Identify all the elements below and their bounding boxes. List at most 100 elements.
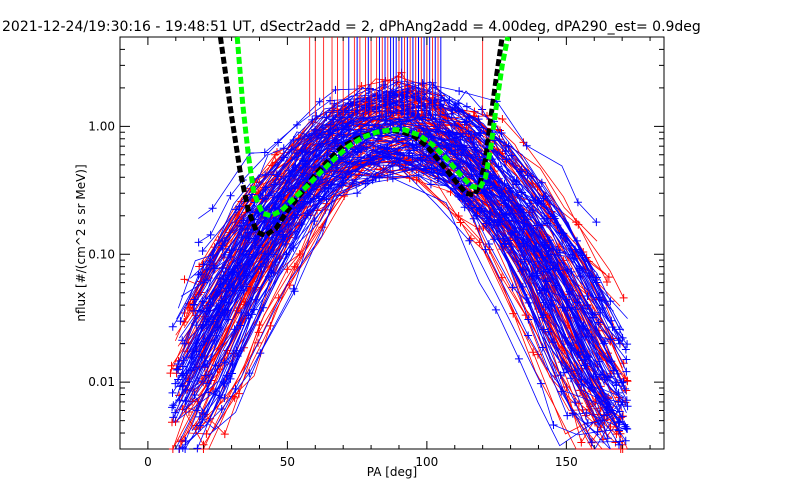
spectrum-trace (190, 80, 597, 279)
spectrum-point (622, 396, 631, 405)
spectrum-point (563, 265, 572, 274)
spectrum-point (481, 245, 490, 254)
spectrum-point (567, 267, 576, 276)
spectrum-point (445, 129, 454, 138)
spectrum-point (533, 257, 542, 266)
spectrum-point (176, 317, 185, 326)
spectrum-point (498, 115, 507, 124)
spectrum-point (447, 146, 456, 155)
spectrum-point (235, 221, 244, 230)
spectrum-point (582, 408, 591, 417)
spectrum-point (462, 117, 471, 126)
spectrum-point (188, 306, 197, 315)
spectrum-point (196, 269, 205, 278)
spectrum-point (451, 142, 460, 151)
spectrum-point (418, 156, 427, 165)
spectrum-trace (178, 132, 627, 390)
spectrum-point (218, 241, 227, 250)
spectrum-point (559, 368, 568, 377)
spectrum-point (532, 221, 541, 230)
spectrum-point (366, 152, 375, 161)
spectrum-point (512, 180, 521, 189)
spectrum-point (215, 274, 224, 283)
spectrum-point (300, 197, 309, 206)
y-tick-label: 1.00 (88, 119, 115, 133)
spectrum-point (539, 310, 548, 319)
spectrum-point (192, 406, 201, 415)
spectrum-point (217, 405, 226, 414)
spectrum-point (219, 279, 228, 288)
spectrum-trace (185, 100, 620, 446)
spectrum-point (337, 181, 346, 190)
spectrum-point (595, 357, 604, 366)
spectrum-point (478, 105, 487, 114)
spectrum-point (571, 398, 580, 407)
spectrum-point (541, 303, 550, 312)
spectrum-point (206, 230, 215, 239)
spectrum-point (171, 408, 180, 417)
x-tick-label: 0 (144, 455, 152, 469)
spectrum-point (577, 438, 586, 447)
spectrum-point (412, 175, 421, 184)
spectrum-point (198, 408, 207, 417)
spectrum-point (181, 445, 190, 453)
spectrum-point (208, 204, 217, 213)
spectrum-point (289, 284, 298, 293)
spectrum-point (255, 320, 264, 329)
spectrum-point (268, 233, 277, 242)
spectrum-point (418, 79, 427, 88)
spectrum-point (454, 99, 463, 108)
spectrum-point (174, 365, 183, 374)
spectrum-point (386, 168, 395, 177)
y-tick-label: 0.01 (88, 375, 115, 389)
spectrum-point (572, 218, 581, 227)
spectrum-point (301, 160, 310, 169)
spectrum-point (545, 244, 554, 253)
spectrum-trace (206, 132, 623, 383)
spectrum-point (329, 115, 338, 124)
spectrum-point (388, 174, 397, 183)
spectrum-point (178, 336, 187, 345)
spectrum-point (199, 260, 208, 269)
spectrum-point (623, 340, 632, 349)
spectrum-point (365, 84, 374, 93)
spectrum-point (213, 323, 222, 332)
spectrum-point (245, 369, 254, 378)
spectrum-point (412, 140, 421, 149)
spectrum-point (353, 189, 362, 198)
spectrum-point (289, 136, 298, 145)
spectrum-point (491, 183, 500, 192)
spectrum-point (290, 262, 299, 271)
spectrum-point (194, 238, 203, 247)
spectrum-point (455, 87, 464, 96)
y-tick-label: 0.10 (88, 247, 115, 261)
spectrum-point (619, 293, 628, 302)
spectrum-point (532, 242, 541, 251)
spectrum-point (216, 311, 225, 320)
spectrum-point (462, 102, 471, 111)
spectrum-point (336, 113, 345, 122)
spectrum-point (278, 230, 287, 239)
spectrum-point (618, 412, 627, 421)
spectrum-point (187, 353, 196, 362)
spectrum-point (270, 180, 279, 189)
spectrum-point (550, 214, 559, 223)
spectrum-point (183, 303, 192, 312)
spectrum-trace (182, 146, 611, 450)
spectrum-trace (185, 139, 609, 420)
spectrum-point (195, 421, 204, 430)
spectrum-point (508, 283, 517, 292)
spectrum-point (424, 130, 433, 139)
spectrum-point (353, 147, 362, 156)
spectrum-point (347, 170, 356, 179)
spectrum-point (566, 374, 575, 383)
spectrum-point (169, 401, 178, 410)
spectrum-point (516, 167, 525, 176)
spectrum-trace (208, 147, 607, 436)
spectrum-point (382, 112, 391, 121)
spectrum-point (587, 438, 596, 447)
spectrum-point (533, 350, 542, 359)
spectrum-point (494, 220, 503, 229)
spectrum-point (615, 418, 624, 427)
spectrum-point (594, 293, 603, 302)
